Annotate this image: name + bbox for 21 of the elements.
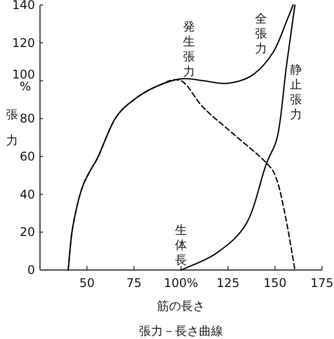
y-tick-label: 120 xyxy=(12,36,35,50)
x-tick-label: 50 xyxy=(79,276,95,290)
x-tick-label: 100% xyxy=(164,276,198,290)
y-tick-label: 0 xyxy=(27,263,35,277)
y-tick-label: 140 xyxy=(12,0,35,12)
y-axis-title: 張力 xyxy=(6,108,18,148)
y-tick-label: 60 xyxy=(20,149,35,164)
series-label: 全張力 xyxy=(255,11,268,56)
y-tick-label: 80 xyxy=(20,112,35,126)
annotation: 生体長 xyxy=(175,223,187,267)
y-tick-label: 20 xyxy=(20,225,35,240)
y-tick-label: 100% xyxy=(12,68,35,94)
series-label: 発生張力 xyxy=(183,20,195,79)
x-tick-label: 150 xyxy=(264,276,286,290)
y-tick-label: 40 xyxy=(20,187,35,202)
series-label: 静止張力 xyxy=(290,62,302,122)
x-axis-title: 筋の長さ xyxy=(157,299,205,313)
text: 張力－長さ曲線 xyxy=(139,324,223,338)
x-tick-label: 125 xyxy=(216,276,240,290)
x-tick-label: 175 xyxy=(310,276,334,290)
x-tick-label: 75 xyxy=(126,276,142,290)
